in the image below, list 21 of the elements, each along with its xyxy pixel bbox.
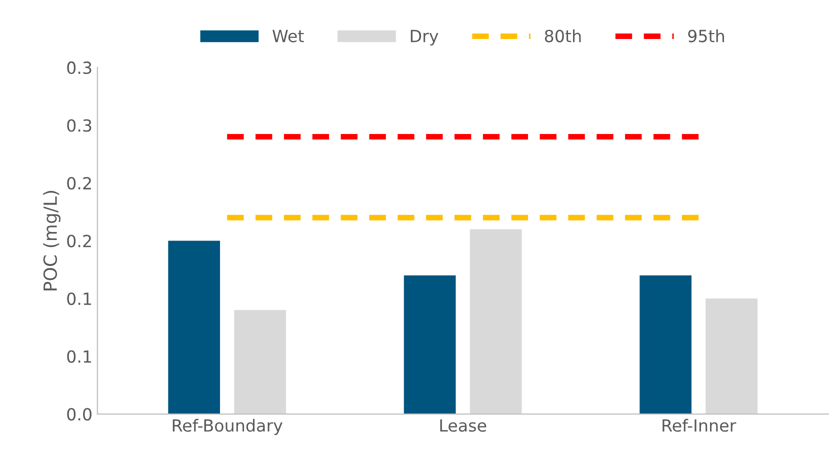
bar bbox=[640, 275, 692, 414]
legend-label: 95th bbox=[688, 29, 724, 42]
y-tick-label: 0.3 bbox=[67, 61, 92, 74]
bar bbox=[234, 310, 286, 414]
y-tick-label: 0.1 bbox=[67, 350, 92, 363]
legend-label: Wet bbox=[272, 30, 304, 42]
x-tick-label: Lease bbox=[440, 419, 486, 432]
y-tick-label: 0.2 bbox=[67, 234, 91, 248]
y-tick-label: 0.2 bbox=[67, 176, 91, 190]
legend-label: Dry bbox=[410, 30, 438, 46]
y-axis-title: POC (mg/L) bbox=[43, 190, 61, 290]
bar bbox=[168, 240, 220, 414]
bar bbox=[470, 229, 522, 414]
y-tick-label: 0.3 bbox=[67, 119, 92, 132]
x-tick-label: Ref-Boundary bbox=[172, 418, 282, 436]
y-tick-label: 0.1 bbox=[67, 292, 92, 306]
bar bbox=[706, 298, 758, 414]
bar bbox=[404, 275, 456, 414]
legend-label: 80th bbox=[544, 29, 581, 42]
y-tick-label: 0.0 bbox=[67, 408, 92, 421]
x-tick-label: Ref-Inner bbox=[662, 418, 736, 432]
